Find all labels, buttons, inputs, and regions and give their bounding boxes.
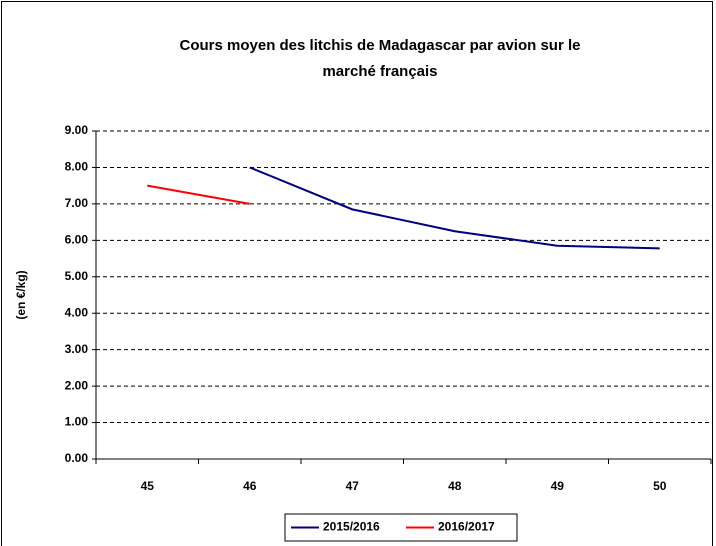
legend-label: 2015/2016: [323, 520, 380, 534]
y-tick-label: 3.00: [65, 342, 89, 356]
y-tick-label: 4.00: [65, 305, 89, 319]
x-tick-label: 49: [551, 479, 565, 493]
y-tick-label: 9.00: [65, 123, 89, 137]
y-tick-label: 5.00: [65, 269, 89, 283]
y-tick-label: 7.00: [65, 196, 89, 210]
legend-label: 2016/2017: [438, 520, 495, 534]
x-tick-label: 47: [346, 479, 360, 493]
chart-title: Cours moyen des litchis de Madagascar pa…: [180, 37, 581, 54]
y-tick-label: 0.00: [65, 451, 89, 465]
y-tick-label: 1.00: [65, 415, 89, 429]
chart-title: marché français: [322, 63, 437, 80]
line-series: [249, 166, 660, 250]
x-tick-label: 48: [448, 479, 462, 493]
line-series: [147, 184, 250, 205]
y-tick-label: 8.00: [65, 160, 89, 174]
x-tick-label: 50: [653, 479, 667, 493]
legend-box: [284, 513, 518, 542]
x-tick-label: 46: [243, 479, 257, 493]
y-axis-label: (en €/kg): [14, 270, 28, 319]
y-tick-label: 2.00: [65, 378, 89, 392]
x-tick-label: 45: [141, 479, 155, 493]
y-tick-label: 6.00: [65, 233, 89, 247]
